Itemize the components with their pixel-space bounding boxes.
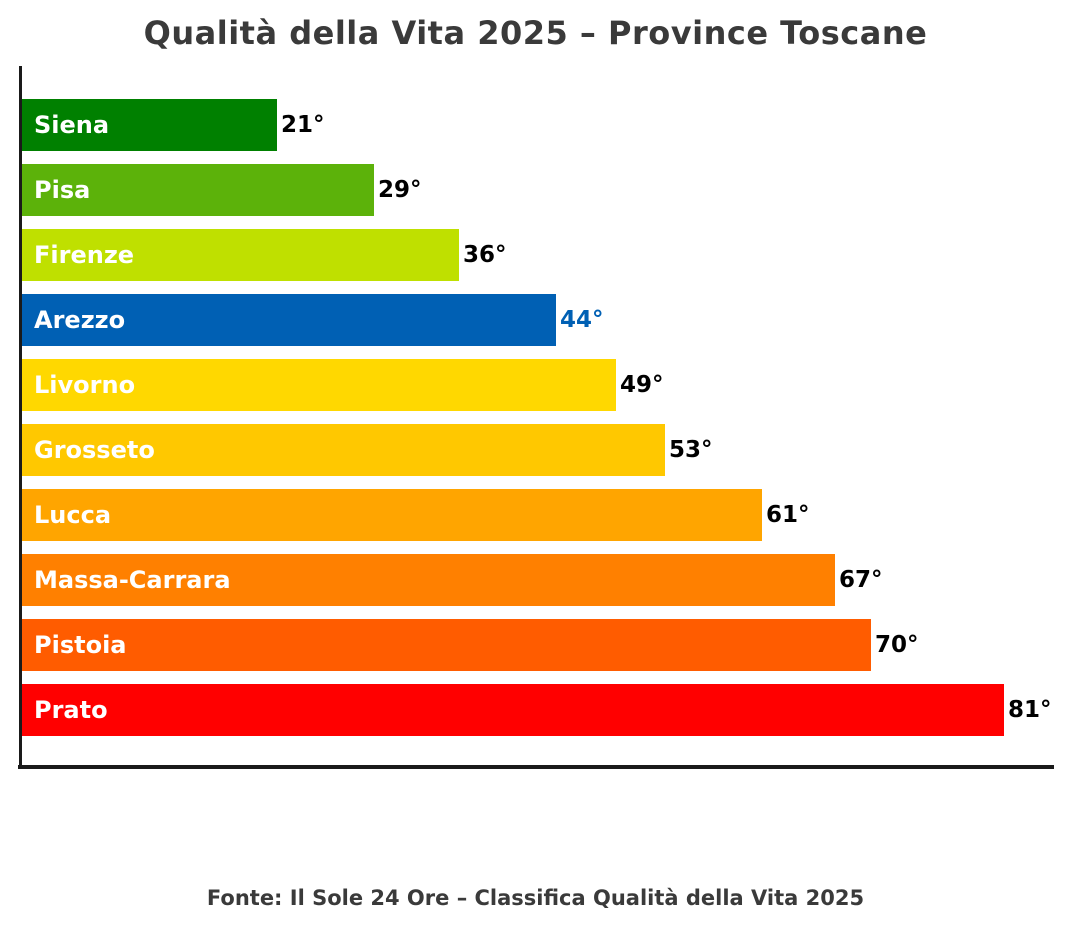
bar-massa-carrara: Massa-Carrara <box>22 554 835 606</box>
bar-pisa: Pisa <box>22 164 374 216</box>
bar-label: Arezzo <box>34 306 126 334</box>
bar-siena: Siena <box>22 99 277 151</box>
bar-arezzo: Arezzo <box>22 294 556 346</box>
bar-row: Arezzo 44° <box>22 294 1071 346</box>
bar-label: Firenze <box>34 241 135 269</box>
bar-row: Grosseto 53° <box>22 424 1071 476</box>
bar-row: Firenze 36° <box>22 229 1071 281</box>
bar-value-label: 44° <box>560 307 604 333</box>
bar-pistoia: Pistoia <box>22 619 871 671</box>
bar-lucca: Lucca <box>22 489 762 541</box>
x-axis-line <box>18 765 1054 769</box>
bar-firenze: Firenze <box>22 229 459 281</box>
bar-row: Prato 81° <box>22 684 1071 736</box>
bar-grosseto: Grosseto <box>22 424 665 476</box>
bar-row: Lucca 61° <box>22 489 1071 541</box>
bar-value-label: 67° <box>839 567 883 593</box>
bar-value-label: 29° <box>378 177 422 203</box>
bar-label: Siena <box>34 111 110 139</box>
bar-label: Grosseto <box>34 436 155 464</box>
bar-value-label: 70° <box>875 632 919 658</box>
bar-row: Massa-Carrara 67° <box>22 554 1071 606</box>
bar-label: Lucca <box>34 501 112 529</box>
bar-row: Pistoia 70° <box>22 619 1071 671</box>
bar-label: Prato <box>34 696 108 724</box>
bar-row: Siena 21° <box>22 99 1071 151</box>
bar-row: Pisa 29° <box>22 164 1071 216</box>
bar-value-label: 81° <box>1008 697 1052 723</box>
bar-value-label: 21° <box>281 112 325 138</box>
bar-label: Pisa <box>34 176 91 204</box>
bar-row: Livorno 49° <box>22 359 1071 411</box>
chart-title: Qualità della Vita 2025 – Province Tosca… <box>143 14 928 52</box>
y-axis-line <box>19 66 22 769</box>
bar-label: Livorno <box>34 371 136 399</box>
bar-prato: Prato <box>22 684 1004 736</box>
bar-label: Pistoia <box>34 631 127 659</box>
bar-value-label: 61° <box>766 502 810 528</box>
source-caption: Fonte: Il Sole 24 Ore – Classifica Quali… <box>206 886 865 910</box>
bar-label: Massa-Carrara <box>34 566 231 594</box>
bar-livorno: Livorno <box>22 359 616 411</box>
bar-value-label: 53° <box>669 437 713 463</box>
bar-value-label: 36° <box>463 242 507 268</box>
bar-value-label: 49° <box>620 372 664 398</box>
